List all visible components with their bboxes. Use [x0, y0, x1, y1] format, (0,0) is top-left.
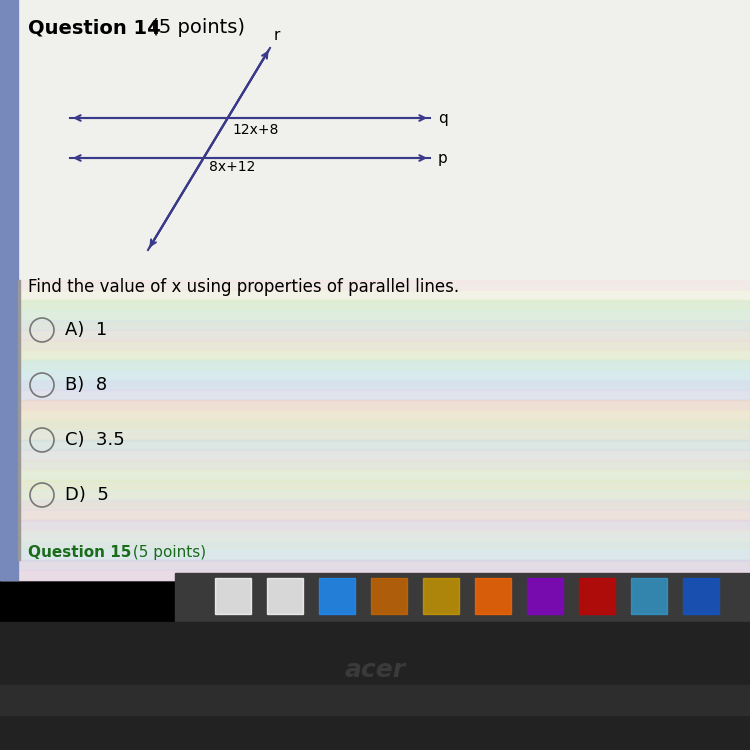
Bar: [0, 360, 750, 400]
Bar: [0, 400, 750, 410]
Bar: [0, 520, 750, 530]
Bar: [215, 578, 251, 614]
Bar: [0, 350, 750, 360]
Bar: [0, 500, 750, 510]
Bar: [0, 300, 750, 310]
Text: Question 15: Question 15: [28, 545, 131, 560]
Bar: [0, 622, 750, 750]
Bar: [0, 560, 750, 580]
Bar: [0, 480, 750, 520]
Bar: [0, 390, 750, 400]
Bar: [0, 440, 750, 480]
Bar: [0, 290, 750, 300]
Text: C)  3.5: C) 3.5: [65, 431, 125, 449]
Bar: [0, 320, 750, 330]
Bar: [0, 520, 750, 560]
Text: Question 14: Question 14: [28, 18, 160, 37]
Bar: [0, 530, 750, 540]
Bar: [0, 510, 750, 520]
Text: A)  1: A) 1: [65, 321, 107, 339]
Text: B)  8: B) 8: [65, 376, 107, 394]
Bar: [0, 400, 750, 440]
Bar: [0, 300, 750, 360]
Bar: [423, 578, 459, 614]
Bar: [0, 420, 750, 430]
Bar: [579, 578, 615, 614]
Text: D)  5: D) 5: [65, 486, 109, 504]
Bar: [0, 460, 750, 470]
Bar: [0, 360, 750, 370]
Text: acer: acer: [344, 658, 406, 682]
Text: p: p: [438, 151, 448, 166]
Bar: [0, 560, 750, 570]
Bar: [175, 573, 750, 621]
Bar: [0, 410, 750, 420]
Text: q: q: [438, 110, 448, 125]
Bar: [527, 578, 563, 614]
Bar: [0, 340, 750, 350]
Bar: [0, 330, 750, 340]
Bar: [0, 280, 750, 290]
Bar: [0, 550, 750, 560]
Bar: [319, 578, 355, 614]
Bar: [0, 570, 750, 580]
Bar: [0, 685, 750, 715]
Text: (5 points): (5 points): [128, 545, 206, 560]
Bar: [0, 540, 750, 550]
Bar: [0, 470, 750, 480]
Bar: [0, 370, 750, 380]
Bar: [683, 578, 719, 614]
Text: 8x+12: 8x+12: [209, 160, 255, 174]
Text: (5 points): (5 points): [145, 18, 245, 37]
Bar: [0, 0, 18, 580]
Text: r: r: [274, 28, 280, 43]
Bar: [0, 430, 750, 440]
Bar: [267, 578, 303, 614]
Bar: [475, 578, 511, 614]
Bar: [371, 578, 407, 614]
Bar: [0, 0, 750, 580]
Bar: [631, 578, 667, 614]
Bar: [0, 380, 750, 390]
Text: Find the value of x using properties of parallel lines.: Find the value of x using properties of …: [28, 278, 459, 296]
Bar: [18, 280, 20, 560]
Bar: [0, 450, 750, 460]
Bar: [0, 480, 750, 490]
Bar: [0, 440, 750, 450]
Bar: [0, 310, 750, 320]
Bar: [0, 490, 750, 500]
Text: 12x+8: 12x+8: [232, 123, 279, 137]
